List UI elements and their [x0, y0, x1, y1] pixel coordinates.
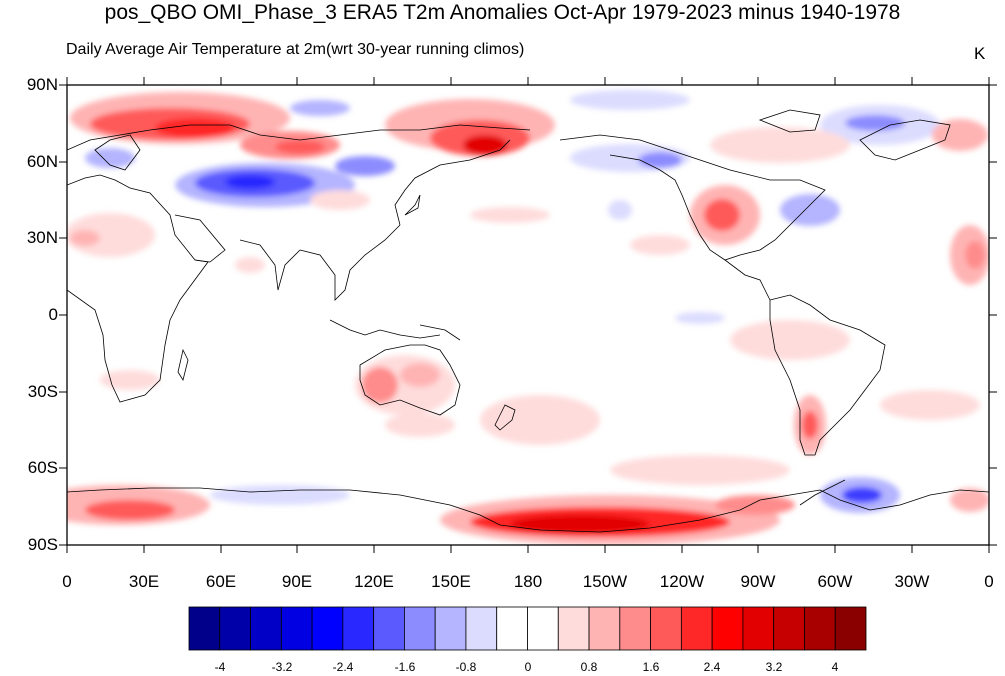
colorbar [188, 606, 867, 651]
coastlines [67, 109, 989, 533]
lat-label-90s: 90S [27, 535, 58, 554]
colorbar-swatch [219, 606, 251, 651]
lon-label-90w: 90W [740, 572, 776, 591]
lon-label-60e: 60E [205, 572, 237, 591]
lat-label-30s: 30S [27, 382, 58, 401]
colorbar-swatch [711, 606, 744, 651]
anomaly-field [67, 90, 989, 545]
map-subtitle: Daily Average Air Temperature at 2m(wrt … [66, 41, 525, 58]
colorbar-label: 0 [524, 660, 532, 674]
lat-label-90n: 90N [26, 75, 58, 94]
colorbar-swatch [834, 606, 867, 651]
lat-label-30n: 30N [26, 228, 58, 247]
lat-label-60s: 60S [27, 458, 58, 477]
lon-label-120e: 120E [354, 572, 394, 591]
lon-label-90e: 90E [281, 572, 313, 591]
colorbar-swatch [773, 606, 805, 651]
colorbar-swatch [373, 606, 405, 651]
colorbar-label: -4 [214, 660, 226, 674]
colorbar-swatch [434, 606, 467, 651]
lon-label-120w: 120W [659, 572, 705, 591]
colorbar-swatch [465, 606, 498, 651]
colorbar-swatch [280, 606, 313, 651]
colorbar-swatch [588, 606, 621, 651]
lon-label-0-end: 0 [984, 572, 994, 591]
colorbar-swatch [404, 606, 436, 651]
map-title: pos_QBO OMI_Phase_3 ERA5 T2m Anomalies O… [104, 1, 901, 24]
lon-label-150e: 150E [431, 572, 471, 591]
colorbar-label: 2.4 [703, 660, 721, 674]
lat-label-60n: 60N [26, 152, 58, 171]
lon-label-60w: 60W [817, 572, 853, 591]
colorbar-swatch [742, 606, 775, 651]
lat-label-equator: 0 [48, 305, 58, 324]
lon-label-150w: 150W [582, 572, 628, 591]
colorbar-label: -0.8 [455, 660, 477, 674]
colorbar-swatch [188, 606, 221, 651]
colorbar-swatch [250, 606, 282, 651]
colorbar-label: 3.2 [765, 660, 783, 674]
colorbar-label: -1.6 [394, 660, 416, 674]
lon-label-0: 0 [62, 572, 72, 591]
colorbar-label: -3.2 [271, 660, 293, 674]
map-frame [66, 84, 990, 546]
lon-label-180: 180 [513, 572, 543, 591]
colorbar-label: 1.6 [642, 660, 660, 674]
colorbar-swatch [650, 606, 682, 651]
colorbar-label: 4 [831, 660, 839, 674]
colorbar-label: -2.4 [332, 660, 354, 674]
colorbar-swatch [342, 606, 375, 651]
lon-label-30e: 30E [128, 572, 160, 591]
colorbar-swatch [557, 606, 590, 651]
colorbar-label: 0.8 [580, 660, 598, 674]
colorbar-swatch [311, 606, 344, 651]
colorbar-swatch [619, 606, 651, 651]
units-label: K [974, 44, 986, 63]
colorbar-swatch [680, 606, 713, 651]
lon-label-30w: 30W [894, 572, 930, 591]
colorbar-swatch [804, 606, 836, 651]
colorbar-swatch [496, 606, 528, 651]
axis-ticks [59, 77, 997, 553]
colorbar-swatch [527, 606, 559, 651]
